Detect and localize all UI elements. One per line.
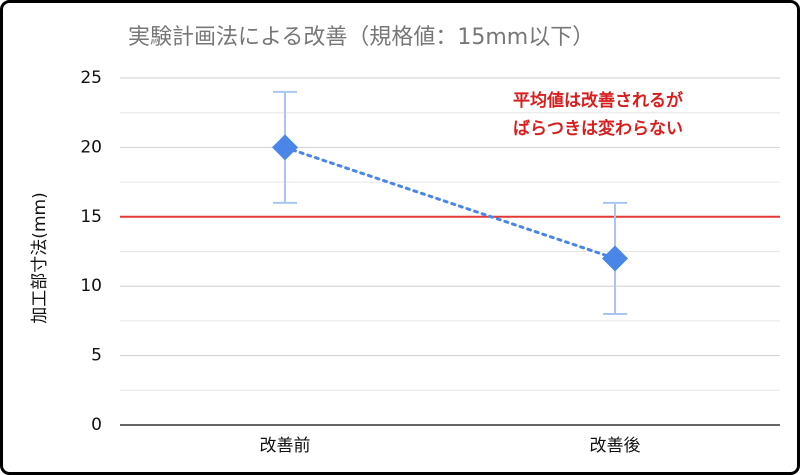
y-axis-label: 加工部寸法(mm): [30, 192, 50, 323]
y-tick-label: 25: [80, 68, 102, 88]
x-tick-label: 改善前: [260, 436, 311, 456]
annotation: ばらつきは変わらない: [513, 118, 683, 139]
y-tick-label: 0: [91, 415, 102, 435]
chart-title: 実験計画法による改善（規格値：15mm以下）: [128, 25, 594, 50]
y-tick-label: 5: [91, 346, 102, 366]
series-line: [283, 145, 617, 260]
marker: [272, 134, 298, 161]
y-tick-label: 10: [80, 276, 102, 296]
y-tick-label: 20: [80, 137, 102, 157]
marker: [602, 245, 628, 272]
annotation: 平均値は改善されるが: [513, 90, 683, 111]
y-tick-label: 15: [80, 207, 102, 227]
x-tick-label: 改善後: [590, 436, 641, 456]
